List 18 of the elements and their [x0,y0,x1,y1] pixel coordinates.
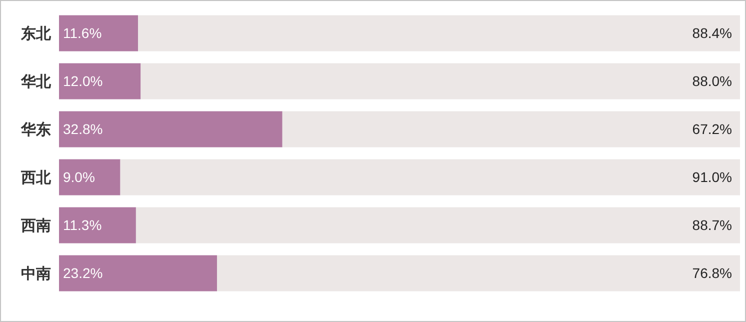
y-tick-label: 西南 [20,216,51,234]
y-tick-label: 华北 [20,72,52,90]
y-tick-label: 东北 [20,24,52,42]
data-label: 11.6% [63,25,102,42]
data-label: 12.0% [63,73,103,90]
data-label: 88.7% [692,217,732,234]
data-label: 91.0% [692,169,732,186]
data-label: 9.0% [63,169,95,186]
data-label: 32.8% [63,121,103,138]
y-tick-label: 中南 [21,264,51,282]
data-label: 67.2% [692,121,732,138]
data-label: 88.4% [692,25,732,42]
data-label: 23.2% [63,265,103,282]
data-label: 76.8% [692,265,732,282]
y-tick-label: 华东 [20,120,51,138]
y-tick-label: 西北 [20,168,52,186]
data-label: 11.3% [63,217,102,234]
data-label: 88.0% [692,73,732,90]
